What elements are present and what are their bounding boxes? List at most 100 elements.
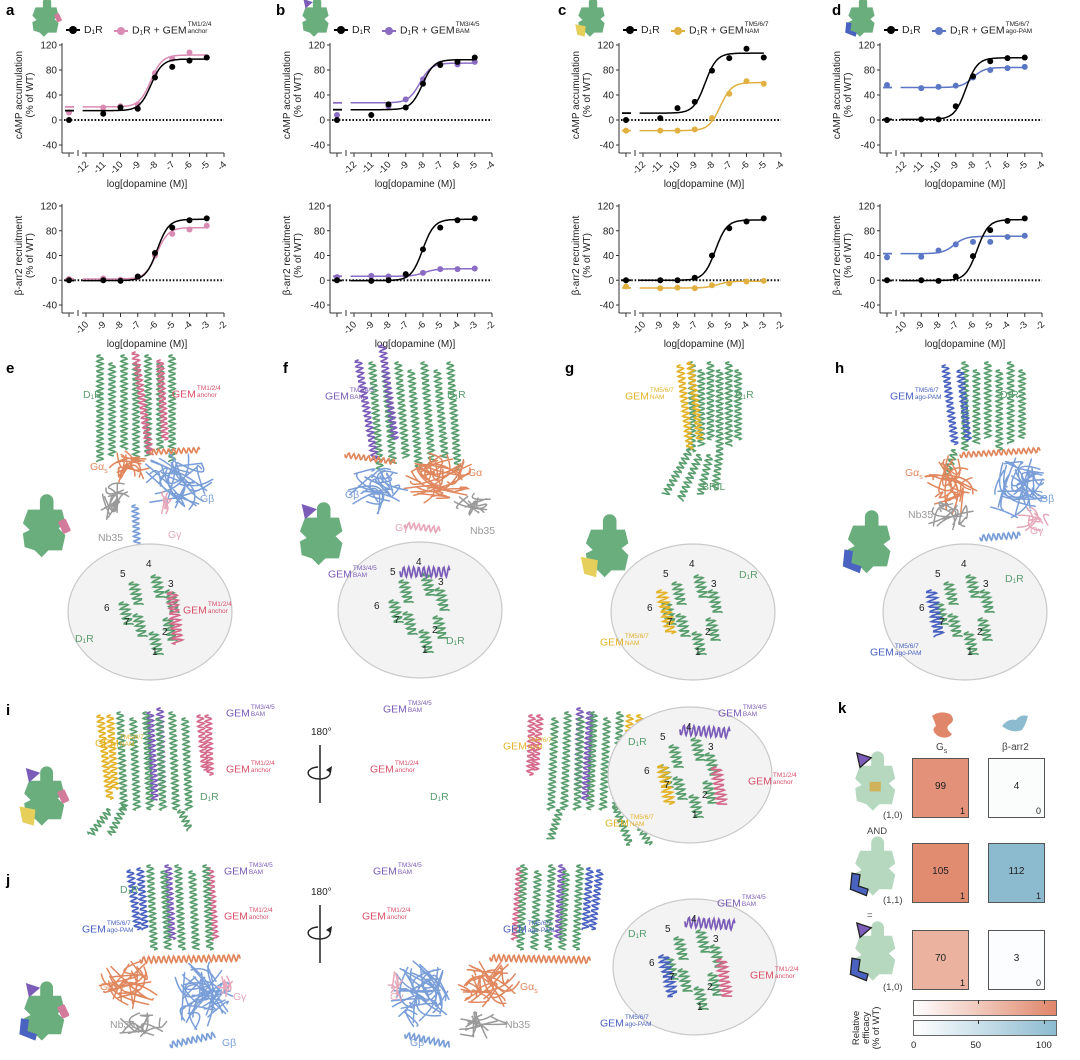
label-tm-3: 3 <box>713 934 719 945</box>
detergent-micelle <box>67 543 233 681</box>
helix <box>657 954 678 998</box>
gem-superscript: TM3/4/5 <box>455 21 480 28</box>
gem-subscript: BAM <box>742 710 758 718</box>
data-point <box>884 117 890 123</box>
protein-domain <box>403 452 472 504</box>
data-point <box>169 230 176 237</box>
fit-curve <box>350 58 475 111</box>
helix <box>955 369 973 441</box>
y-tick-label: 120 <box>40 202 57 213</box>
data-point <box>743 78 750 85</box>
rotation-label: 180° <box>311 727 332 738</box>
helix <box>162 617 178 642</box>
x-tick-label: -12 <box>631 159 648 176</box>
label-tm-1: 1 <box>967 647 973 658</box>
label-nb35: Nb35 <box>98 532 124 544</box>
data-point <box>420 80 426 87</box>
gem-agopam-shape <box>19 1018 37 1041</box>
y-tick-label: 120 <box>308 41 325 52</box>
helix <box>149 446 201 456</box>
data-point <box>385 101 392 108</box>
gem-subscript: NAM <box>744 27 760 35</box>
gem-sup-sub: TM5/6/7 NAM <box>528 737 552 752</box>
helix <box>145 711 160 801</box>
label-d1r: D₁R <box>1005 573 1024 585</box>
helix <box>711 449 724 491</box>
label-gb: Gβ <box>222 1037 237 1049</box>
label-gem-nam: GEM TM5/6/7 NAM <box>600 633 649 650</box>
x-tick-label: -3 <box>466 319 480 333</box>
data-point <box>726 90 733 97</box>
y-axis-unit: (% of WT) <box>293 233 304 278</box>
helix <box>131 362 141 463</box>
label-tm-3: 3 <box>983 579 989 590</box>
gem-sup-sub: TM5/6/7 ago-PAM <box>895 643 922 658</box>
x-tick-label: -3 <box>198 319 212 333</box>
panel-label-b: b <box>276 2 286 19</box>
label-tm-4: 4 <box>416 557 422 568</box>
label-gem-bam: GEM TM3/4/5 BAM <box>226 704 275 721</box>
label-gem-agopam: GEM TM5/6/7 ago-PAM <box>82 920 134 937</box>
gem-superscript: TM5/6/7 <box>629 814 654 821</box>
helix <box>445 361 463 471</box>
label-d1r: D₁R <box>628 928 647 940</box>
data-point <box>1021 215 1028 222</box>
helix <box>167 711 181 811</box>
gem-superscript: TM1/2/4 <box>250 760 275 767</box>
legend-item-d1r: D₁R <box>884 24 921 36</box>
helix <box>150 574 166 599</box>
data-point <box>203 222 210 229</box>
y-axis-unit: (% of WT) <box>582 233 593 278</box>
receptor-shape <box>299 502 343 566</box>
y-axis-unit: (% of WT) <box>843 233 854 278</box>
data-point <box>1004 55 1011 62</box>
label-main: Gα <box>100 981 115 993</box>
gem-subscript: ago-PAM <box>624 1020 652 1028</box>
data-point <box>691 274 698 281</box>
helix <box>132 613 148 638</box>
y-axis-label: cAMP accumulation <box>14 51 25 139</box>
data-point <box>623 117 629 123</box>
cell-value: 105 <box>932 866 949 877</box>
y-tick-label: -40 <box>311 141 326 152</box>
label-tm-2: 2 <box>162 627 168 638</box>
data-point <box>709 115 715 122</box>
panel-label-d: d <box>832 2 842 19</box>
data-point <box>674 284 681 291</box>
helix <box>105 714 120 790</box>
gem-sup-sub: TM5/6/7 ago-PAM <box>528 920 555 935</box>
data-point <box>1004 233 1011 240</box>
x-tick-label: -4 <box>999 319 1013 333</box>
gem-label-main: GEM <box>718 707 742 720</box>
legend-label: D₁R <box>84 24 103 36</box>
legend-item-gem: D₁R + GEM TM5/6/7 NAM <box>671 21 768 38</box>
gem-label-main: GEM <box>503 740 527 753</box>
data-point <box>918 253 925 260</box>
gem-superscript: TM1/2/4 <box>248 907 273 914</box>
helix <box>201 864 215 951</box>
rotate-arrow-icon <box>307 766 331 780</box>
label-tm-6: 6 <box>647 603 653 614</box>
data-point <box>970 238 976 245</box>
x-axis-label: log[dopamine (M)] <box>375 339 456 350</box>
gem-agopam-shape <box>849 872 869 897</box>
x-tick-label: -11 <box>359 159 376 176</box>
helix <box>155 359 170 441</box>
gem-subscript: anchor <box>386 913 407 921</box>
gem-subscript: NAM <box>119 740 135 748</box>
helix <box>159 870 173 951</box>
gem-bam-shape <box>303 0 313 9</box>
helix <box>705 617 721 642</box>
label-tm-5: 5 <box>660 732 666 743</box>
protein-domain <box>100 482 130 521</box>
gem-label-main: GEM <box>750 969 774 982</box>
label-tm-7: 7 <box>667 617 673 628</box>
gem-sup-sub: TM1/2/4 anchor <box>395 760 419 775</box>
data-point <box>1004 65 1011 72</box>
label-ga: Gα <box>468 467 483 479</box>
colorbar-tick <box>978 1000 980 1004</box>
gem-subscript: anchor <box>250 766 271 774</box>
label-gem-bam: GEM TM3/4/5 BAM <box>717 894 766 911</box>
helix <box>434 587 450 612</box>
x-tick-label: -12 <box>342 159 359 176</box>
